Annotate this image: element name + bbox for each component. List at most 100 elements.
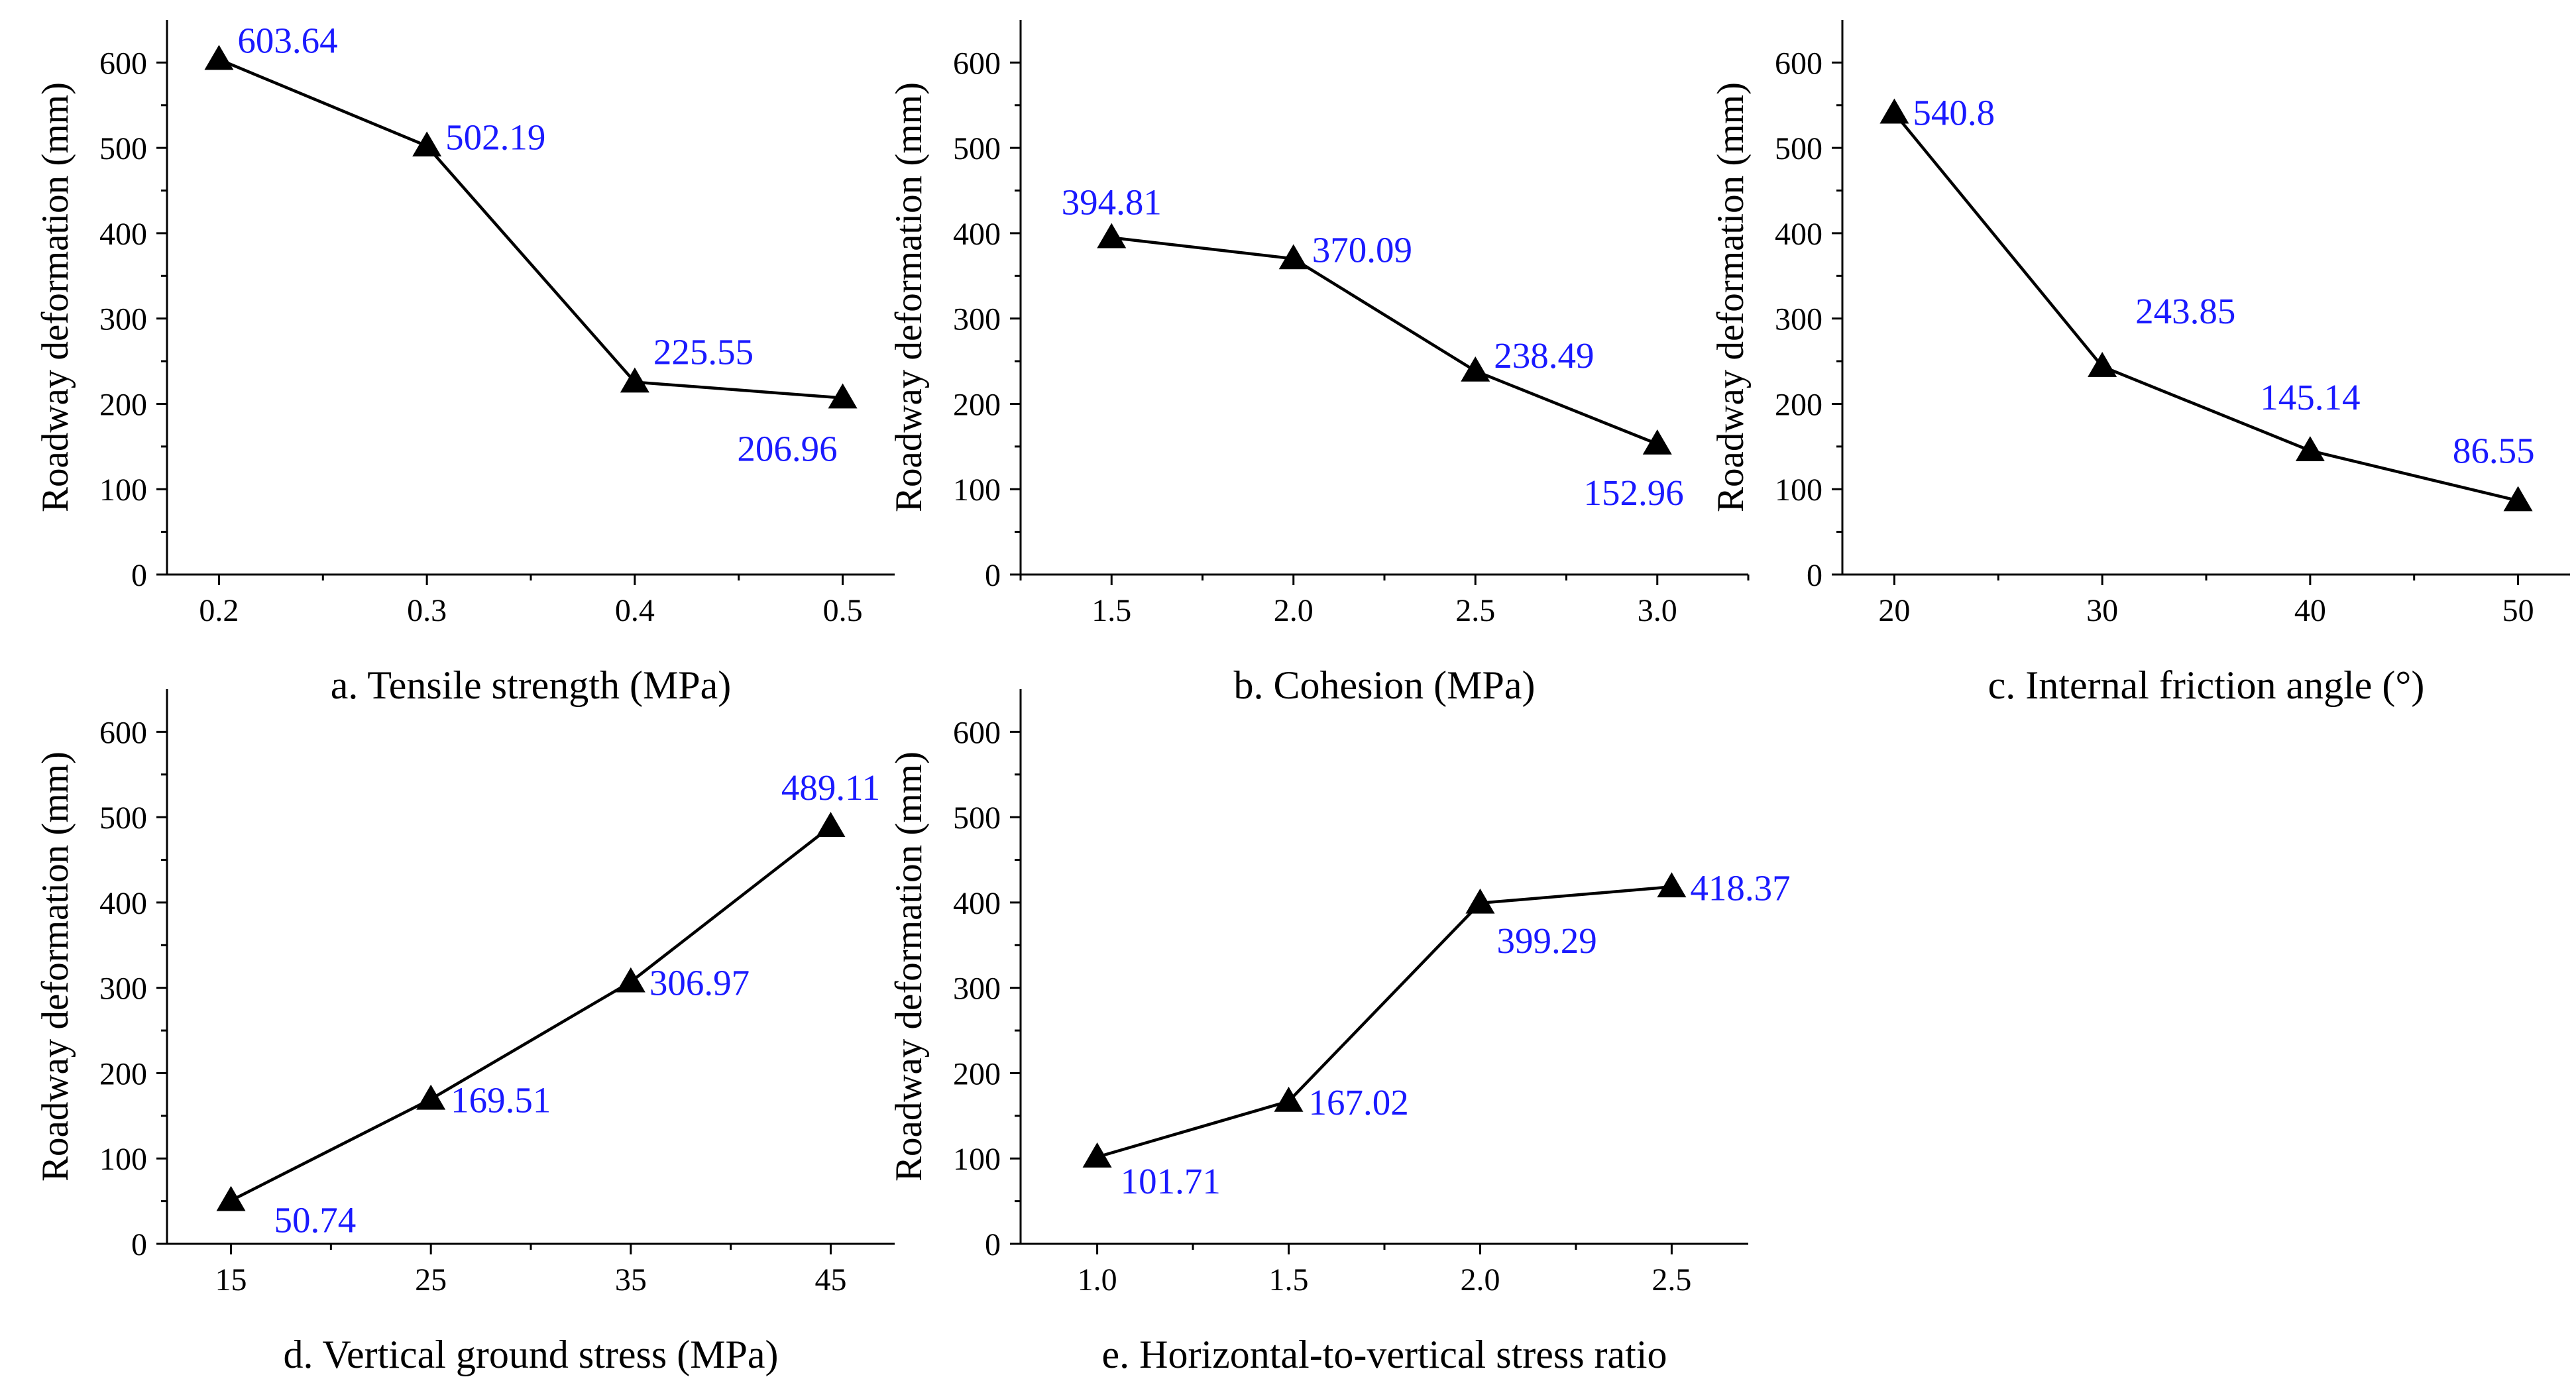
triangle-marker xyxy=(616,967,645,993)
x-tick-label: 0.2 xyxy=(199,593,239,628)
y-tick-label: 600 xyxy=(1775,46,1822,81)
triangle-marker xyxy=(620,367,649,393)
y-tick-label: 400 xyxy=(1775,217,1822,252)
y-tick-label: 600 xyxy=(99,715,147,750)
triangle-marker xyxy=(2295,436,2325,461)
y-tick-label: 500 xyxy=(1775,131,1822,166)
y-tick-label: 500 xyxy=(99,800,147,836)
data-label: 399.29 xyxy=(1496,920,1596,961)
x-tick-label: 1.5 xyxy=(1092,593,1131,628)
data-label: 145.14 xyxy=(2260,377,2360,417)
y-axis-label: Roadway deformation (mm) xyxy=(34,751,76,1182)
y-tick-label: 500 xyxy=(99,131,147,166)
chart-panel-3: 0 100 200 300 400 500 600 20 30 40 50 Roadway defor… xyxy=(1710,20,2570,707)
y-tick-label: 0 xyxy=(131,558,147,593)
x-tick-label: 2.0 xyxy=(1274,593,1314,628)
x-tick-label: 2.5 xyxy=(1652,1262,1691,1297)
y-tick-label: 400 xyxy=(953,886,1001,921)
y-tick-label: 100 xyxy=(1775,472,1822,508)
y-tick-label: 100 xyxy=(953,1142,1001,1177)
series-line xyxy=(1111,236,1658,446)
y-tick-label: 100 xyxy=(99,472,147,508)
panel-caption: b. Cohesion (MPa) xyxy=(1234,663,1536,707)
triangle-marker xyxy=(816,812,846,838)
y-tick-label: 200 xyxy=(953,387,1001,422)
triangle-marker xyxy=(1465,888,1495,914)
x-tick-label: 40 xyxy=(2294,593,2326,628)
y-tick-label: 300 xyxy=(99,302,147,337)
chart-panel-1: 0 100 200 300 400 500 600 0.2 0.3 0.4 0.5 Roadway d… xyxy=(34,20,895,707)
x-tick-label: 0.3 xyxy=(407,593,447,628)
data-label: 540.8 xyxy=(1913,93,1995,133)
y-tick-label: 400 xyxy=(953,217,1001,252)
y-axis-label: Roadway deformation (mm) xyxy=(1710,82,1752,512)
x-tick-label: 35 xyxy=(615,1262,647,1297)
data-label: 169.51 xyxy=(451,1080,551,1121)
x-tick-label: 15 xyxy=(215,1262,247,1297)
triangle-marker xyxy=(828,383,858,409)
triangle-marker xyxy=(2088,351,2117,377)
x-tick-label: 2.0 xyxy=(1460,1262,1500,1297)
x-tick-label: 1.0 xyxy=(1078,1262,1117,1297)
triangle-marker xyxy=(2503,486,2533,512)
data-label: 306.97 xyxy=(649,963,750,1003)
data-label: 50.74 xyxy=(274,1200,357,1241)
y-tick-label: 600 xyxy=(953,46,1001,81)
y-tick-label: 100 xyxy=(99,1142,147,1177)
series-line xyxy=(218,58,843,400)
triangle-marker xyxy=(412,131,442,157)
series-line xyxy=(1893,112,2519,502)
data-label: 243.85 xyxy=(2135,291,2235,331)
triangle-marker xyxy=(216,1186,246,1211)
y-axis-label: Roadway deformation (mm) xyxy=(888,82,930,512)
x-tick-label: 45 xyxy=(814,1262,846,1297)
data-label: 394.81 xyxy=(1062,182,1162,223)
data-label: 502.19 xyxy=(445,117,545,157)
panel-caption: d. Vertical ground stress (MPa) xyxy=(283,1333,778,1376)
triangle-marker xyxy=(1278,244,1308,270)
data-label: 489.11 xyxy=(781,767,880,808)
y-tick-label: 200 xyxy=(953,1056,1001,1091)
y-tick-label: 0 xyxy=(985,1227,1001,1262)
series-line xyxy=(1096,885,1672,1159)
triangle-marker xyxy=(1879,98,1909,124)
y-tick-label: 300 xyxy=(99,971,147,1007)
x-tick-label: 1.5 xyxy=(1269,1262,1309,1297)
triangle-marker xyxy=(1657,872,1687,898)
data-label: 152.96 xyxy=(1584,472,1684,513)
x-tick-label: 25 xyxy=(415,1262,447,1297)
data-label: 238.49 xyxy=(1494,335,1594,376)
y-tick-label: 600 xyxy=(953,715,1001,750)
y-axis-label: Roadway deformation (mm) xyxy=(34,82,76,512)
data-label: 370.09 xyxy=(1312,229,1412,270)
triangle-marker xyxy=(1082,1142,1112,1168)
y-tick-label: 500 xyxy=(953,800,1001,836)
y-tick-label: 0 xyxy=(1807,558,1822,593)
y-tick-label: 200 xyxy=(99,387,147,422)
y-axis-label: Roadway deformation (mm) xyxy=(888,751,930,1182)
data-label: 418.37 xyxy=(1690,867,1790,908)
data-label: 603.64 xyxy=(237,21,337,61)
panel-caption: c. Internal friction angle (°) xyxy=(1988,663,2425,707)
data-label: 206.96 xyxy=(737,428,837,469)
triangle-marker xyxy=(1274,1086,1304,1112)
y-tick-label: 300 xyxy=(953,302,1001,337)
data-label: 225.55 xyxy=(653,332,754,372)
x-tick-label: 20 xyxy=(1878,593,1910,628)
y-tick-label: 0 xyxy=(985,558,1001,593)
series-line xyxy=(230,825,832,1202)
x-tick-label: 0.4 xyxy=(615,593,655,628)
y-tick-label: 200 xyxy=(99,1056,147,1091)
y-tick-label: 600 xyxy=(99,46,147,81)
y-tick-label: 400 xyxy=(99,217,147,252)
x-tick-label: 0.5 xyxy=(823,593,863,628)
triangle-marker xyxy=(1461,356,1490,382)
x-tick-label: 3.0 xyxy=(1638,593,1677,628)
panel-caption: a. Tensile strength (MPa) xyxy=(331,663,732,707)
chart-panel-4: 0 100 200 300 400 500 600 15 25 35 45 Roadway defor… xyxy=(34,689,895,1376)
y-tick-label: 300 xyxy=(953,971,1001,1007)
y-tick-label: 200 xyxy=(1775,387,1822,422)
data-label: 167.02 xyxy=(1309,1082,1409,1123)
data-label: 101.71 xyxy=(1121,1161,1221,1201)
